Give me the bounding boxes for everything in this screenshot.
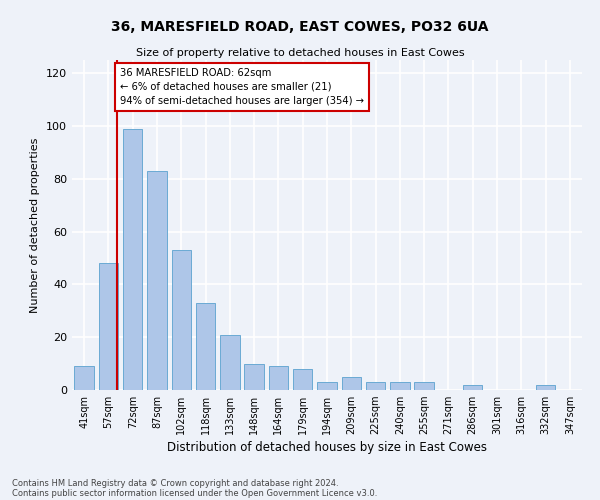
Bar [220,334,239,390]
Bar [415,382,434,390]
Text: Contains public sector information licensed under the Open Government Licence v3: Contains public sector information licen… [12,488,377,498]
Bar [123,128,142,390]
Bar [293,369,313,390]
Bar [244,364,264,390]
Bar [196,303,215,390]
Bar [147,171,167,390]
Y-axis label: Number of detached properties: Number of detached properties [31,138,40,312]
Bar [74,366,94,390]
Bar [99,264,118,390]
Bar [463,384,482,390]
Text: 36 MARESFIELD ROAD: 62sqm
← 6% of detached houses are smaller (21)
94% of semi-d: 36 MARESFIELD ROAD: 62sqm ← 6% of detach… [120,68,364,106]
Bar [172,250,191,390]
Bar [269,366,288,390]
Bar [317,382,337,390]
X-axis label: Distribution of detached houses by size in East Cowes: Distribution of detached houses by size … [167,442,487,454]
Bar [366,382,385,390]
Bar [390,382,410,390]
Text: 36, MARESFIELD ROAD, EAST COWES, PO32 6UA: 36, MARESFIELD ROAD, EAST COWES, PO32 6U… [111,20,489,34]
Text: Contains HM Land Registry data © Crown copyright and database right 2024.: Contains HM Land Registry data © Crown c… [12,478,338,488]
Bar [341,377,361,390]
Bar [536,384,555,390]
Text: Size of property relative to detached houses in East Cowes: Size of property relative to detached ho… [136,48,464,58]
